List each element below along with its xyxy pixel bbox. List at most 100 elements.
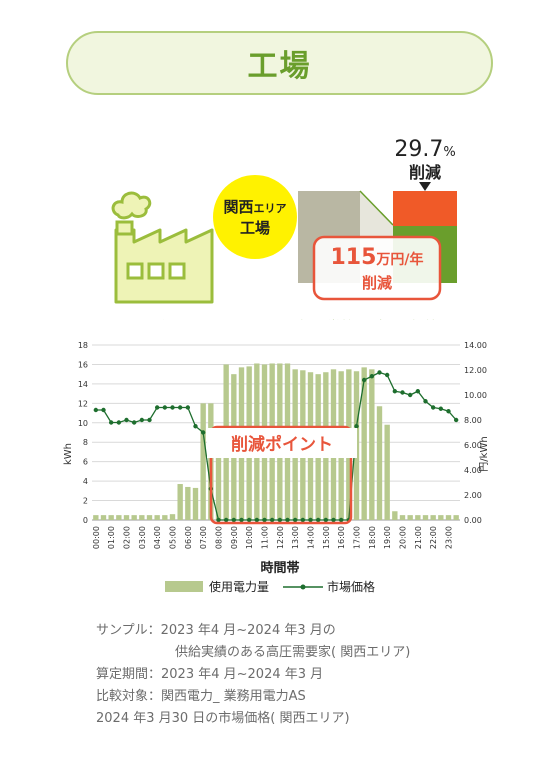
compare-line2: 2024 年3 月30 日の市場価格( 関西エリア) (96, 711, 350, 726)
price-point (223, 517, 229, 523)
reduction-illustration: 関西エリア 工場 29.7% 削減 115万円/年 削減 ＜昼間使用型＞オフィス… (111, 137, 457, 320)
y-tick-label: 0 (83, 516, 88, 525)
x-tick-label: 07:00 (199, 526, 208, 549)
y2-tick-label: 8.00 (464, 416, 482, 425)
page-title-pill: 工場 (66, 31, 493, 95)
price-line (93, 370, 459, 523)
price-point (338, 517, 344, 523)
price-point (285, 517, 290, 523)
y-tick-labels: 0 2 4 6 8 10 12 14 16 18 (78, 341, 88, 525)
price-point (430, 405, 436, 410)
savings-amount: 115 (330, 245, 376, 270)
price-point (147, 417, 152, 423)
x-tick-label: 00:00 (92, 526, 101, 549)
svg-text:115万円/年: 115万円/年 (330, 245, 423, 270)
sample-label: サンプル： (96, 623, 161, 638)
price-point (369, 374, 375, 379)
price-point (116, 420, 122, 425)
legend-line-swatch (283, 584, 324, 589)
usage-bar (215, 442, 222, 520)
usage-bar (200, 403, 206, 520)
x-tick-label: 14:00 (307, 526, 316, 549)
usage-type: ＜昼間使用型＞オフィス・工場・学校・ゴルフ場等 (117, 319, 439, 320)
usage-bar (376, 406, 383, 520)
usage-bar (146, 515, 153, 520)
usage-bar (384, 424, 390, 520)
price-point (101, 407, 106, 413)
x-tick-label: 21:00 (414, 526, 423, 549)
price-point (124, 417, 129, 423)
usage-price-chart: 0 2 4 6 8 10 12 14 16 18 0.00 2.00 4.00 6.00 8.00 10.0… (63, 341, 490, 549)
reduction-point-box (209, 425, 353, 525)
usage-bar (445, 515, 452, 520)
price-point (438, 406, 444, 411)
x-tick-label: 06:00 (184, 526, 193, 549)
usage-bar (116, 515, 122, 520)
x-tick-label: 11:00 (261, 526, 270, 549)
compare-value: 関西電力_ 業務用電力AS (161, 689, 306, 704)
y2-tick-label: 4.00 (464, 466, 482, 475)
legend-line-label: 市場価格 (327, 580, 376, 594)
svg-text:29.7%: 29.7% (394, 137, 455, 162)
notes: サンプル： 2023 年4 月~2024 年3 月の 供給実績のある高圧需要家( … (96, 620, 410, 730)
x-tick-label: 23:00 (445, 526, 454, 549)
usage-bar (154, 515, 160, 520)
price-point (407, 392, 413, 398)
period-label: 算定期間： (96, 667, 162, 682)
price-point (423, 399, 428, 404)
y-tick-label: 12 (78, 399, 88, 408)
legend-bar-label: 使用電力量 (209, 580, 270, 594)
price-point (185, 405, 191, 410)
x-tick-label: 17:00 (353, 526, 362, 549)
usage-bar (415, 515, 421, 520)
x-tick-labels: 00:00 01:00 02:00 03:00 04:00 05:00 06:00 07:00… (92, 526, 454, 549)
x-tick-label: 04:00 (153, 526, 162, 549)
usage-bar (438, 515, 444, 520)
chart-grid (92, 344, 460, 521)
usage-bar (192, 487, 199, 520)
price-point (392, 389, 398, 394)
x-axis-label: 時間帯 (260, 561, 300, 576)
reduction-percent: 29.7 (394, 137, 443, 162)
page-title: 工場 (247, 49, 312, 84)
y2-tick-label: 0.00 (464, 516, 482, 525)
price-point (154, 405, 160, 410)
price-point (292, 517, 298, 523)
x-tick-label: 03:00 (138, 526, 147, 549)
sample-line2: 供給実績のある高圧需要家( 関西エリア) (175, 645, 411, 660)
price-point (170, 405, 175, 410)
price-point (269, 517, 275, 523)
price-point (377, 370, 382, 375)
compare-label: 比較対象： (96, 689, 162, 704)
savings-label: 削減 (362, 274, 392, 292)
legend-bar-swatch (165, 581, 203, 592)
badge-line1: 関西 (223, 198, 253, 216)
y-tick-label: 4 (83, 477, 88, 486)
x-tick-label: 05:00 (169, 526, 178, 549)
x-tick-label: 15:00 (322, 526, 331, 549)
x-tick-label: 16:00 (337, 526, 346, 549)
reduction-point-label: 削減ポイント (231, 434, 333, 455)
reduction-percent-unit: % (443, 145, 455, 160)
y-tick-label: 10 (78, 419, 88, 428)
price-point (254, 517, 260, 523)
y-tick-label: 8 (83, 438, 88, 447)
usage-bar (453, 515, 459, 520)
savings-box (312, 235, 442, 301)
savings-unit: 万円/年 (375, 251, 423, 268)
y2-tick-label: 6.00 (464, 441, 482, 450)
usage-bar (139, 515, 145, 520)
price-point (315, 517, 321, 523)
price-point (384, 372, 390, 378)
usage-bar (369, 369, 375, 520)
usage-bar (169, 514, 176, 520)
area-badge: 関西エリア 工場 (213, 175, 297, 259)
usage-bar (108, 515, 114, 520)
usage-bar (185, 486, 191, 520)
price-point (131, 420, 137, 425)
x-tick-label: 20:00 (399, 526, 408, 549)
price-point (361, 377, 367, 383)
usage-bar (399, 515, 406, 520)
price-point (354, 424, 359, 429)
usage-bar (162, 515, 168, 520)
